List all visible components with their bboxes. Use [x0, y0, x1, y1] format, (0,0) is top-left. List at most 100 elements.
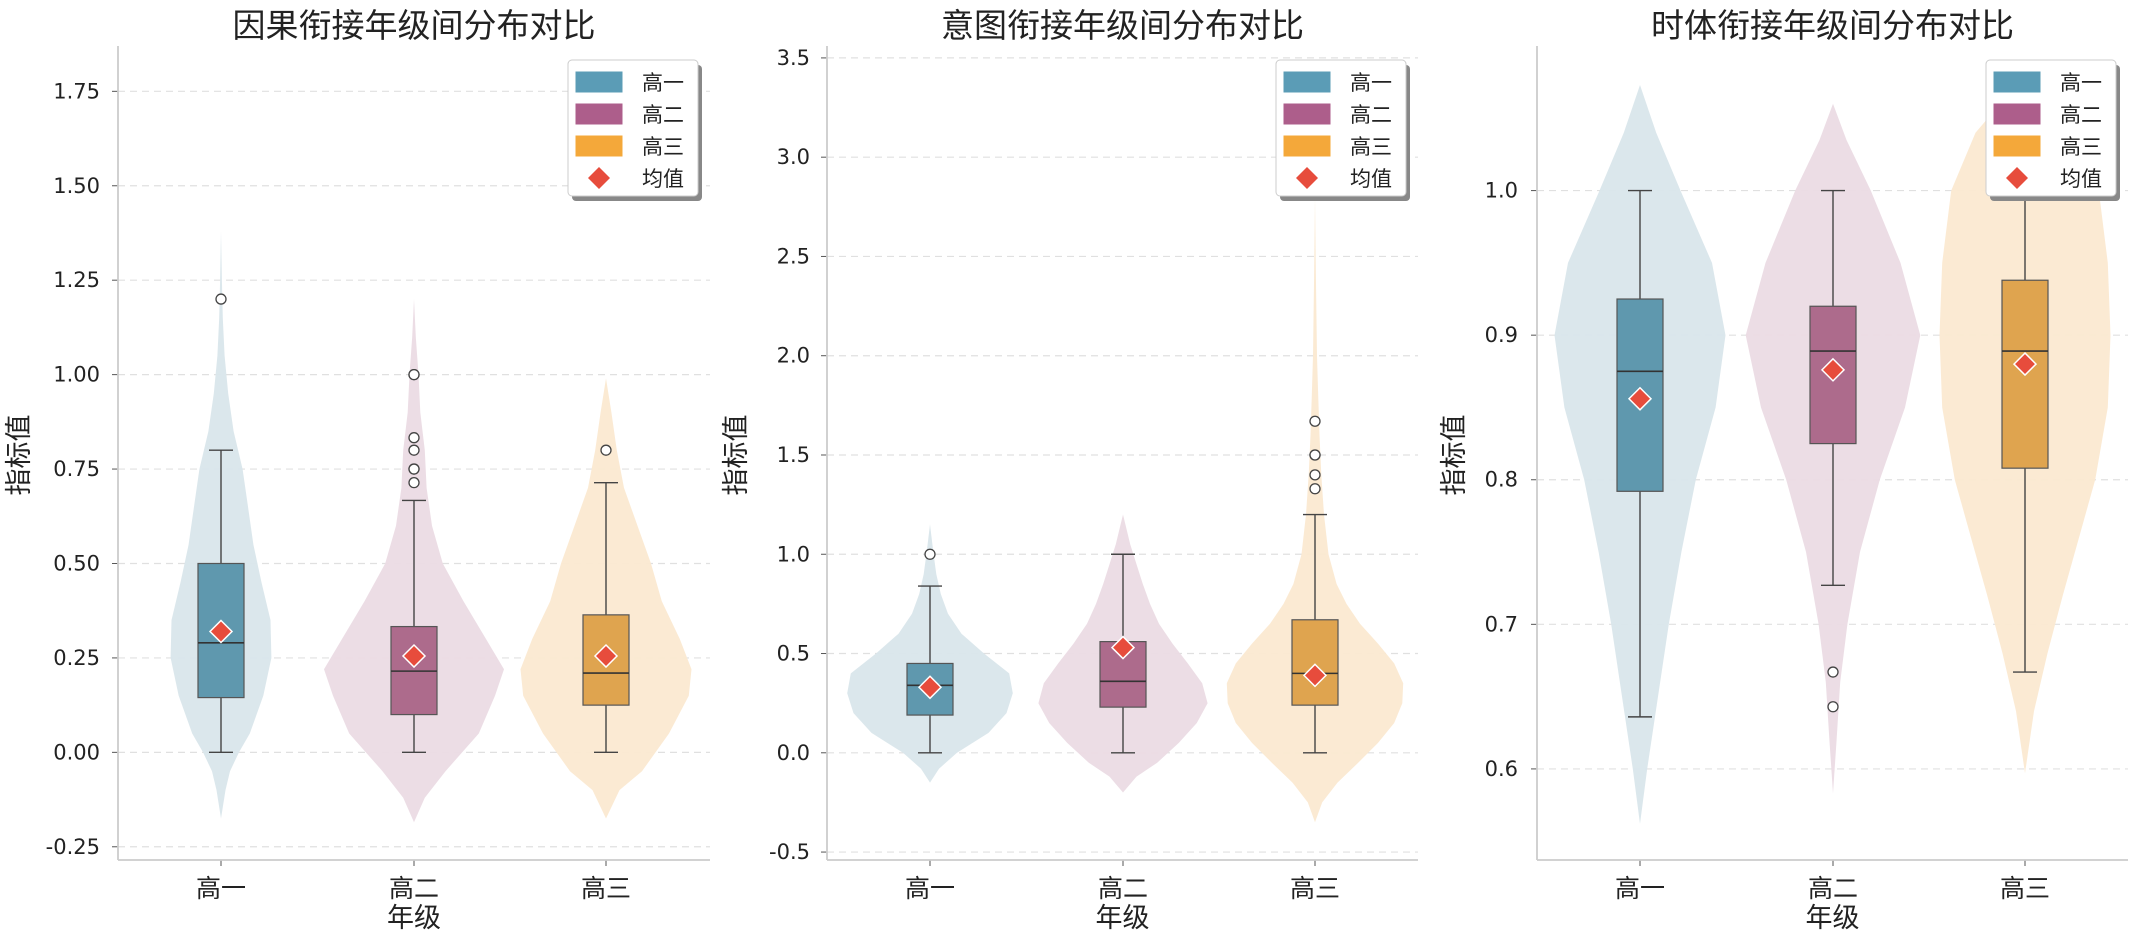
outlier-point — [408, 368, 420, 381]
chart-panel-2: -0.50.00.51.01.52.02.53.03.5高一 高二 高三意图衔接年级… — [721, 6, 1418, 934]
outlier-point — [1309, 469, 1321, 481]
y-tick-label: 2.0 — [777, 344, 810, 368]
mean-marker — [208, 619, 234, 644]
y-tick-label: 1.50 — [53, 174, 100, 198]
violin-高三 — [1226, 196, 1404, 823]
mean-marker — [1820, 357, 1846, 382]
x-tick-label: 高一 — [905, 874, 955, 903]
x-tick-label: 高三 — [1290, 874, 1340, 903]
outlier-point — [1827, 701, 1839, 713]
y-tick-label: 0.0 — [777, 741, 810, 765]
legend-box — [1985, 59, 2117, 197]
mean-marker — [593, 643, 619, 669]
legend-box — [567, 59, 699, 197]
outlier-point — [1309, 415, 1321, 427]
y-tick-label: 3.5 — [777, 46, 810, 70]
y-tick-label: 0.00 — [53, 740, 100, 764]
chart-panel-1: -0.250.000.250.500.751.001.251.501.75高一高… — [4, 6, 710, 934]
outlier-point — [408, 477, 420, 489]
mean-marker — [1627, 386, 1653, 411]
legend-label: 高二 — [642, 103, 684, 127]
legend-label: 高一 — [642, 71, 684, 95]
y-tick-label: 1.0 — [777, 542, 810, 566]
chart-panel-3: 0.60.70.80.91.0高一 高二 高三时体衔接年级间分布对比年级指标值高一高… — [1439, 6, 2128, 934]
legend-label: 高三 — [1350, 135, 1392, 159]
y-tick-label: 1.00 — [53, 363, 100, 387]
legend-label: 高一 — [1350, 71, 1392, 95]
y-tick-label: -0.5 — [769, 840, 810, 864]
legend-swatch — [1283, 71, 1331, 93]
legend-swatch — [1283, 103, 1331, 125]
outlier-point — [600, 444, 612, 456]
legend-label: 高一 — [2060, 71, 2102, 95]
y-tick-label: 3.0 — [777, 145, 810, 169]
x-tick-label: 高三 — [2000, 874, 2050, 903]
y-tick-label: 0.9 — [1485, 323, 1518, 347]
mean-marker — [1110, 635, 1136, 660]
x-tick-label: 高二 — [389, 874, 439, 903]
x-axis-label: 年级 — [1096, 903, 1150, 934]
legend-swatch — [575, 71, 623, 93]
y-tick-label: 1.5 — [777, 443, 810, 467]
legend-label: 高三 — [642, 135, 684, 159]
legend-swatch — [1993, 135, 2041, 157]
y-tick-label: 1.25 — [53, 268, 100, 292]
legend-label: 均值 — [1350, 167, 1392, 191]
chart-title: 意图衔接年级间分布对比 — [941, 6, 1304, 45]
mean-marker — [2012, 352, 2038, 377]
legend-mean-marker — [2006, 167, 2028, 189]
legend-swatch — [575, 103, 623, 125]
outlier-point — [1309, 483, 1321, 495]
legend-mean-marker — [1296, 167, 1318, 189]
x-tick-label: 高一 — [196, 874, 246, 903]
x-tick-label: 高二 — [1808, 874, 1858, 903]
y-tick-label: 0.25 — [53, 646, 100, 670]
legend-mean-marker — [588, 167, 610, 189]
outlier-point — [408, 444, 420, 456]
legend-swatch — [575, 135, 623, 157]
outlier-point — [408, 432, 420, 444]
y-tick-label: 0.7 — [1485, 612, 1518, 636]
legend-swatch — [1993, 71, 2041, 93]
chart-title: 时体衔接年级间分布对比 — [1651, 6, 2014, 45]
y-axis-label: 指标值 — [1439, 415, 1470, 496]
legend-label: 高二 — [1350, 103, 1392, 127]
box-高三 — [1291, 619, 1339, 706]
legend-label: 高二 — [2060, 103, 2102, 127]
outlier-point — [215, 293, 227, 305]
y-tick-label: -0.25 — [46, 835, 100, 859]
chart-title: 因果衔接年级间分布对比 — [233, 6, 596, 45]
x-tick-label: 高二 — [1098, 874, 1148, 903]
legend-swatch — [1993, 103, 2041, 125]
outlier-point — [408, 463, 420, 475]
y-tick-label: 0.75 — [53, 457, 100, 481]
x-axis-label: 年级 — [1806, 903, 1860, 934]
y-tick-label: 0.5 — [777, 642, 810, 666]
y-tick-label: 2.5 — [777, 244, 810, 268]
legend-box — [1275, 59, 1407, 197]
legend-swatch — [1283, 135, 1331, 157]
mean-marker — [1302, 663, 1328, 688]
mean-marker — [917, 675, 943, 700]
y-tick-label: 0.6 — [1485, 757, 1518, 781]
y-tick-label: 1.0 — [1485, 179, 1518, 203]
outlier-point — [924, 548, 936, 560]
mean-marker — [401, 643, 427, 669]
y-axis-label: 指标值 — [721, 415, 752, 496]
y-tick-label: 0.8 — [1485, 468, 1518, 492]
outlier-point — [1827, 666, 1839, 678]
y-tick-label: 0.50 — [53, 551, 100, 575]
y-tick-label: 1.75 — [53, 79, 100, 103]
x-tick-label: 高一 — [1615, 874, 1665, 903]
y-axis-label: 指标值 — [4, 415, 35, 496]
legend-label: 均值 — [642, 167, 684, 191]
legend-label: 均值 — [2060, 167, 2102, 191]
x-axis-label: 年级 — [387, 903, 441, 934]
outlier-point — [1309, 449, 1321, 461]
x-tick-label: 高三 — [581, 874, 631, 903]
